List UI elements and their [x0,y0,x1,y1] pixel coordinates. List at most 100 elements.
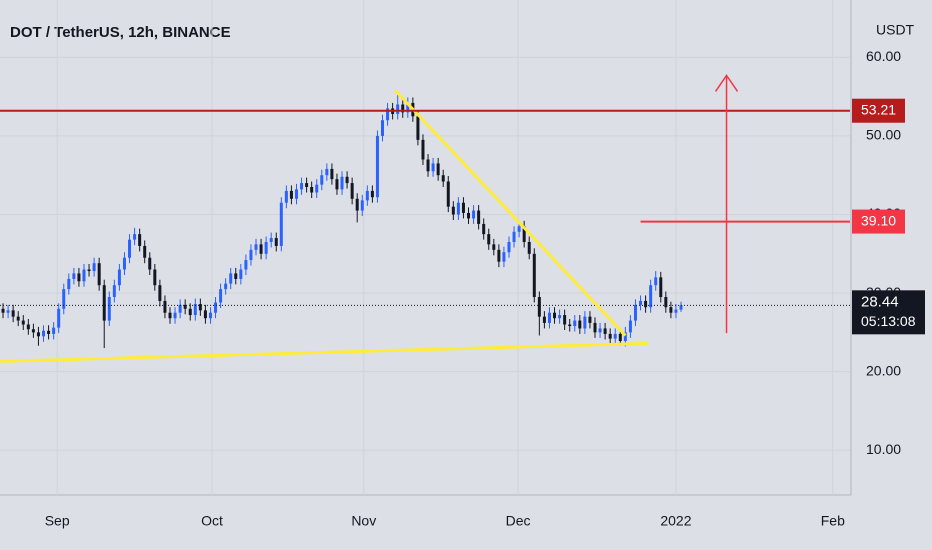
candle-body [679,305,683,310]
candle-body [310,187,314,193]
candle-body [583,316,587,329]
candle-body [633,304,637,321]
candle-body [234,273,238,279]
chart-title: DOT / TetherUS, 12h, BINANCE [10,24,231,41]
candle-body [416,116,420,140]
x-tick-label: Sep [45,513,70,529]
candle-body [381,120,384,136]
candle-body [674,309,678,313]
candle-body [163,300,167,313]
candle-body [6,310,10,313]
candle-body [608,333,612,339]
candle-body [603,328,607,334]
candle-body [340,176,344,190]
candle-body [11,310,15,317]
candle-body [421,139,425,160]
candle-body [208,312,212,319]
x-tick-label: Nov [351,513,376,529]
candle-body [669,307,673,313]
price-label: 53.21 [861,101,896,117]
candle-body [239,269,243,279]
candle-body [563,315,567,325]
candle-body [482,223,486,235]
candle-body [396,104,400,114]
candle-body [122,257,126,270]
price-label: 39.10 [861,212,896,228]
candle-body [107,297,111,321]
candle-body [21,320,25,325]
x-tick-label: 2022 [660,513,691,529]
candle-body [386,108,390,121]
candle-body [517,226,521,232]
x-tick-label: Oct [201,513,223,529]
candle-body [370,190,374,198]
candle-body [618,333,622,341]
candle-body [401,104,405,113]
candle-body [628,320,632,333]
candle-body [188,308,192,316]
candle-body [97,263,101,286]
candle-body [128,239,132,258]
candle-body [456,202,460,215]
candle-body [330,168,334,180]
candle-body [259,244,263,254]
candle-body [52,327,56,334]
candle-body [138,234,142,246]
candle-body [87,269,91,272]
candle-body [300,183,304,190]
candle-body [558,315,562,319]
candle-body [578,320,582,329]
candle-body [568,324,572,327]
candle-body [542,316,546,323]
candle-body [431,163,435,172]
candle-body [31,329,35,333]
trendline [0,341,649,363]
candle-body [117,269,121,286]
candle-body [355,198,359,211]
candle-body [1,308,5,313]
candle-body [148,257,152,270]
candle-body [305,183,309,187]
candle-body [143,245,147,258]
arrow-head [714,74,739,92]
candle-body [649,285,653,308]
candle-body [133,234,137,240]
candle-body [446,181,450,207]
candle-body [360,200,364,211]
candle-body [375,135,379,198]
candle-body [82,269,86,282]
price-label-box [852,98,905,123]
candle-body [623,332,627,341]
candle-body [664,297,668,308]
candle-body [219,289,223,303]
candle-body [274,238,278,246]
candle-body [613,333,617,339]
candle-body [16,316,20,321]
candle-body [264,242,268,254]
y-unit: USDT [876,22,915,38]
countdown: 05:13:08 [861,313,916,329]
candle-body [102,285,106,321]
candle-body [229,273,233,284]
candle-body [659,277,663,297]
candle-body [512,231,516,242]
candle-body [36,332,40,337]
candle-body [153,269,157,286]
candle-body [406,102,410,113]
candle-body [345,176,349,184]
candle-body [639,300,643,305]
candle-body [57,308,61,328]
candle-body [487,234,491,245]
candle-body [593,322,597,333]
candle-body [249,249,253,261]
candle-body [47,330,51,334]
candle-body [461,202,465,213]
candle-body [294,189,298,199]
candle-body [168,312,172,319]
candle-body [269,238,273,242]
candle-body [315,184,319,193]
candle-body [451,206,455,215]
candle-body [573,320,577,327]
